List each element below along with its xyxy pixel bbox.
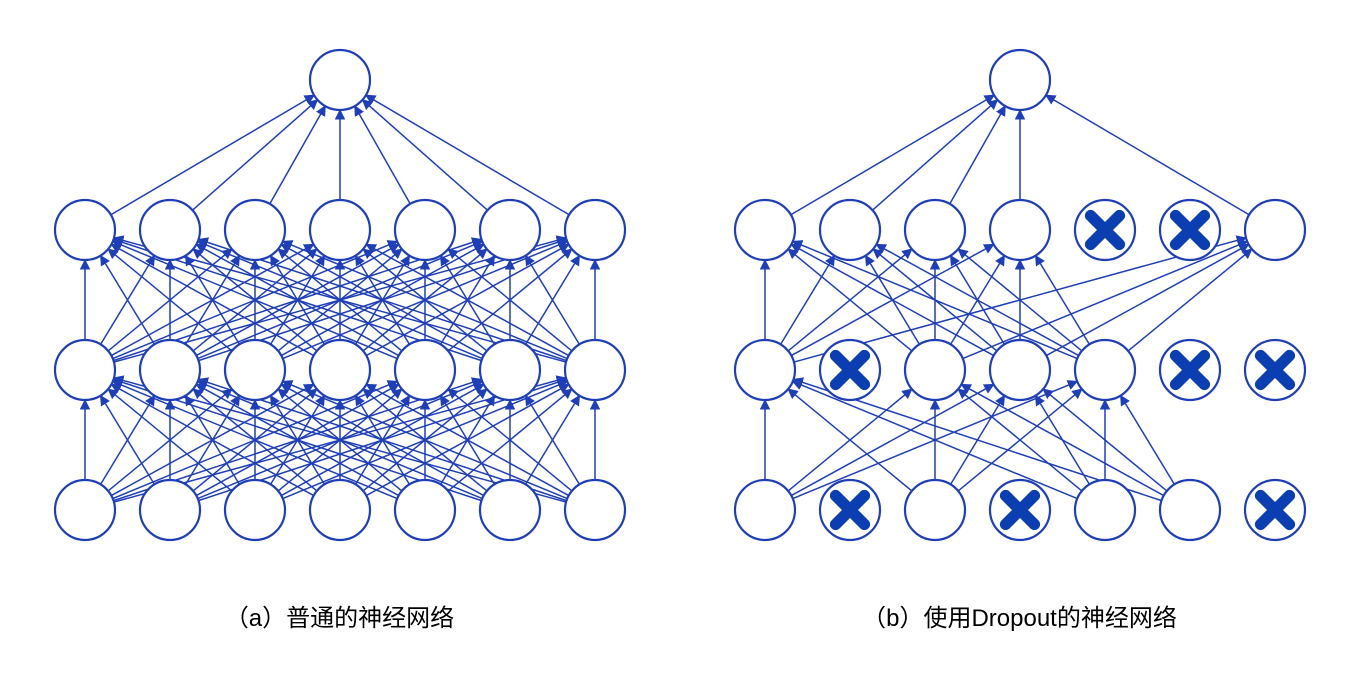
edge: [269, 106, 324, 204]
node-h1-0: [55, 340, 115, 400]
edge: [1046, 244, 1248, 355]
edge: [961, 384, 1163, 495]
edge: [780, 256, 834, 345]
edge: [876, 244, 1078, 355]
node-h1-4: [395, 340, 455, 400]
node-h1-3: [990, 340, 1050, 400]
node-h2-4: [395, 200, 455, 260]
node-input-0: [55, 480, 115, 540]
edge: [110, 95, 313, 215]
network-b: [710, 20, 1330, 580]
node-h2-2: [905, 200, 965, 260]
edge: [1045, 95, 1248, 215]
node-input-4: [395, 480, 455, 540]
edge: [354, 106, 409, 204]
node-input-0: [735, 480, 795, 540]
edge: [1035, 256, 1089, 345]
node-input-5: [480, 480, 540, 540]
network-a: [30, 20, 650, 580]
node-h1-0: [735, 340, 795, 400]
node-input-6: [565, 480, 625, 540]
node-input-2: [225, 480, 285, 540]
panel-a: （a）普通的神经网络: [30, 20, 650, 633]
node-h2-6: [1245, 200, 1305, 260]
node-h1-2: [225, 340, 285, 400]
node-h2-3: [990, 200, 1050, 260]
node-input-4: [1075, 480, 1135, 540]
node-h2-0: [735, 200, 795, 260]
node-h1-2: [905, 340, 965, 400]
node-h2-1: [140, 200, 200, 260]
caption-a: （a）普通的神经网络: [225, 598, 454, 633]
node-input-5: [1160, 480, 1220, 540]
node-h2-2: [225, 200, 285, 260]
node-h1-5: [480, 340, 540, 400]
edge: [365, 95, 568, 215]
node-h2-5: [480, 200, 540, 260]
node-h2-0: [55, 200, 115, 260]
node-input-1: [140, 480, 200, 540]
node-h2-1: [820, 200, 880, 260]
node-out-0: [990, 50, 1050, 110]
edge: [790, 95, 993, 215]
panel-b: （b）使用Dropout的神经网络: [710, 20, 1330, 633]
edge: [949, 106, 1004, 204]
figure-wrap: （a）普通的神经网络 （b）使用Dropout的神经网络: [0, 0, 1359, 633]
node-input-3: [310, 480, 370, 540]
node-input-2: [905, 480, 965, 540]
node-h1-4: [1075, 340, 1135, 400]
node-h2-3: [310, 200, 370, 260]
edge: [1120, 396, 1174, 485]
edge: [791, 384, 993, 495]
node-h1-3: [310, 340, 370, 400]
edges: [85, 95, 595, 502]
caption-b: （b）使用Dropout的神经网络: [862, 598, 1177, 633]
edges: [765, 95, 1252, 500]
node-out-0: [310, 50, 370, 110]
node-h2-6: [565, 200, 625, 260]
node-h1-6: [565, 340, 625, 400]
node-h1-1: [140, 340, 200, 400]
